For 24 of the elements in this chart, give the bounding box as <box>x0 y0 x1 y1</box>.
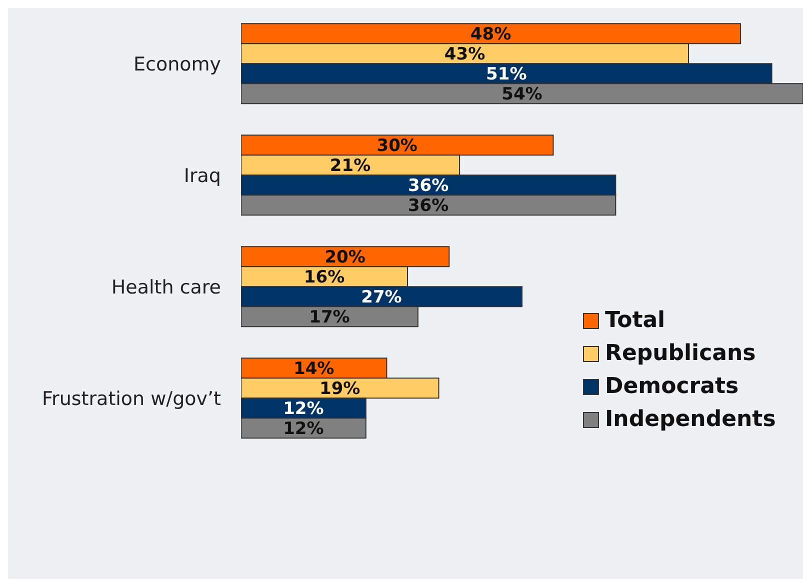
y-tick-label: Health care <box>111 276 221 298</box>
data-label: 27% <box>361 288 402 308</box>
data-label: 36% <box>408 176 449 196</box>
data-label: 12% <box>283 419 324 440</box>
data-label: 19% <box>320 379 360 400</box>
data-label: 36% <box>408 196 449 216</box>
data-label: 30% <box>376 136 418 156</box>
legend-label: Independents <box>604 407 777 432</box>
data-label: 16% <box>304 268 345 288</box>
data-label: 51% <box>486 64 527 85</box>
legend-label: Democrats <box>604 374 740 399</box>
data-label: 54% <box>502 84 542 105</box>
data-label: 48% <box>470 24 512 45</box>
y-tick-label: Economy <box>134 53 221 76</box>
legend-label: Total <box>604 308 666 333</box>
data-label: 17% <box>309 308 350 328</box>
data-label: 43% <box>444 44 486 65</box>
y-tick-label: Frustration w/gov’t <box>42 388 221 410</box>
y-tick-label: Iraq <box>184 164 221 187</box>
data-label: 12% <box>283 399 324 420</box>
data-label: 14% <box>294 359 334 380</box>
data-label: 20% <box>324 248 366 268</box>
legend-label: Republicans <box>604 341 757 366</box>
data-label: 21% <box>330 156 371 176</box>
